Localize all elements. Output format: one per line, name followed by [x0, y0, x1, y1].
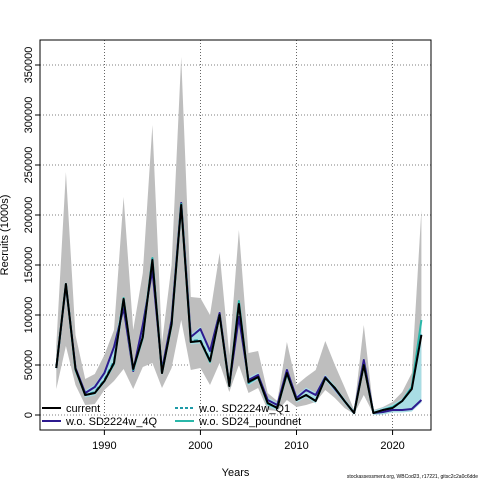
legend-label: w.o. SD2224w_Q1: [198, 403, 290, 415]
legend-label: current: [66, 403, 100, 415]
y-tick-label: 0: [23, 412, 35, 418]
y-axis: 0 50000 100000 150000 200000 250000 300000 3500…: [23, 47, 40, 418]
legend-item: current: [42, 403, 100, 415]
series-line-0: [55, 204, 423, 414]
x-tick-label: 2010: [284, 440, 308, 452]
legend-item: w.o. SD24_poundnet: [175, 416, 301, 428]
x-tick-label: 2020: [380, 440, 404, 452]
plot-frame: [39, 39, 432, 431]
y-tick-label: 300000: [23, 97, 35, 134]
legend-label: w.o. SD2224w_4Q: [65, 416, 158, 428]
y-tick-label: 200000: [23, 197, 35, 234]
x-tick-label: 2000: [188, 440, 212, 452]
footnote: stockassessment.org, WBCod23, r17221, gi…: [347, 474, 478, 480]
y-tick-label: 100000: [23, 297, 35, 334]
confidence-band: [56, 57, 422, 414]
x-axis: 1990 2000 2010 2020: [92, 430, 405, 452]
y-axis-title: Recruits (1000s): [0, 195, 11, 276]
legend-item: w.o. SD2224w_Q1: [175, 403, 290, 415]
y-tick-label: 350000: [23, 47, 35, 84]
series-lines: [55, 202, 423, 414]
legend-item: w.o. SD2224w_4Q: [42, 416, 158, 428]
legend-label: w.o. SD24_poundnet: [198, 416, 301, 428]
y-tick-label: 50000: [23, 350, 35, 381]
y-tick-label: 250000: [23, 147, 35, 184]
x-axis-title: Years: [222, 467, 250, 479]
x-tick-label: 1990: [92, 440, 116, 452]
y-tick-label: 150000: [23, 247, 35, 284]
